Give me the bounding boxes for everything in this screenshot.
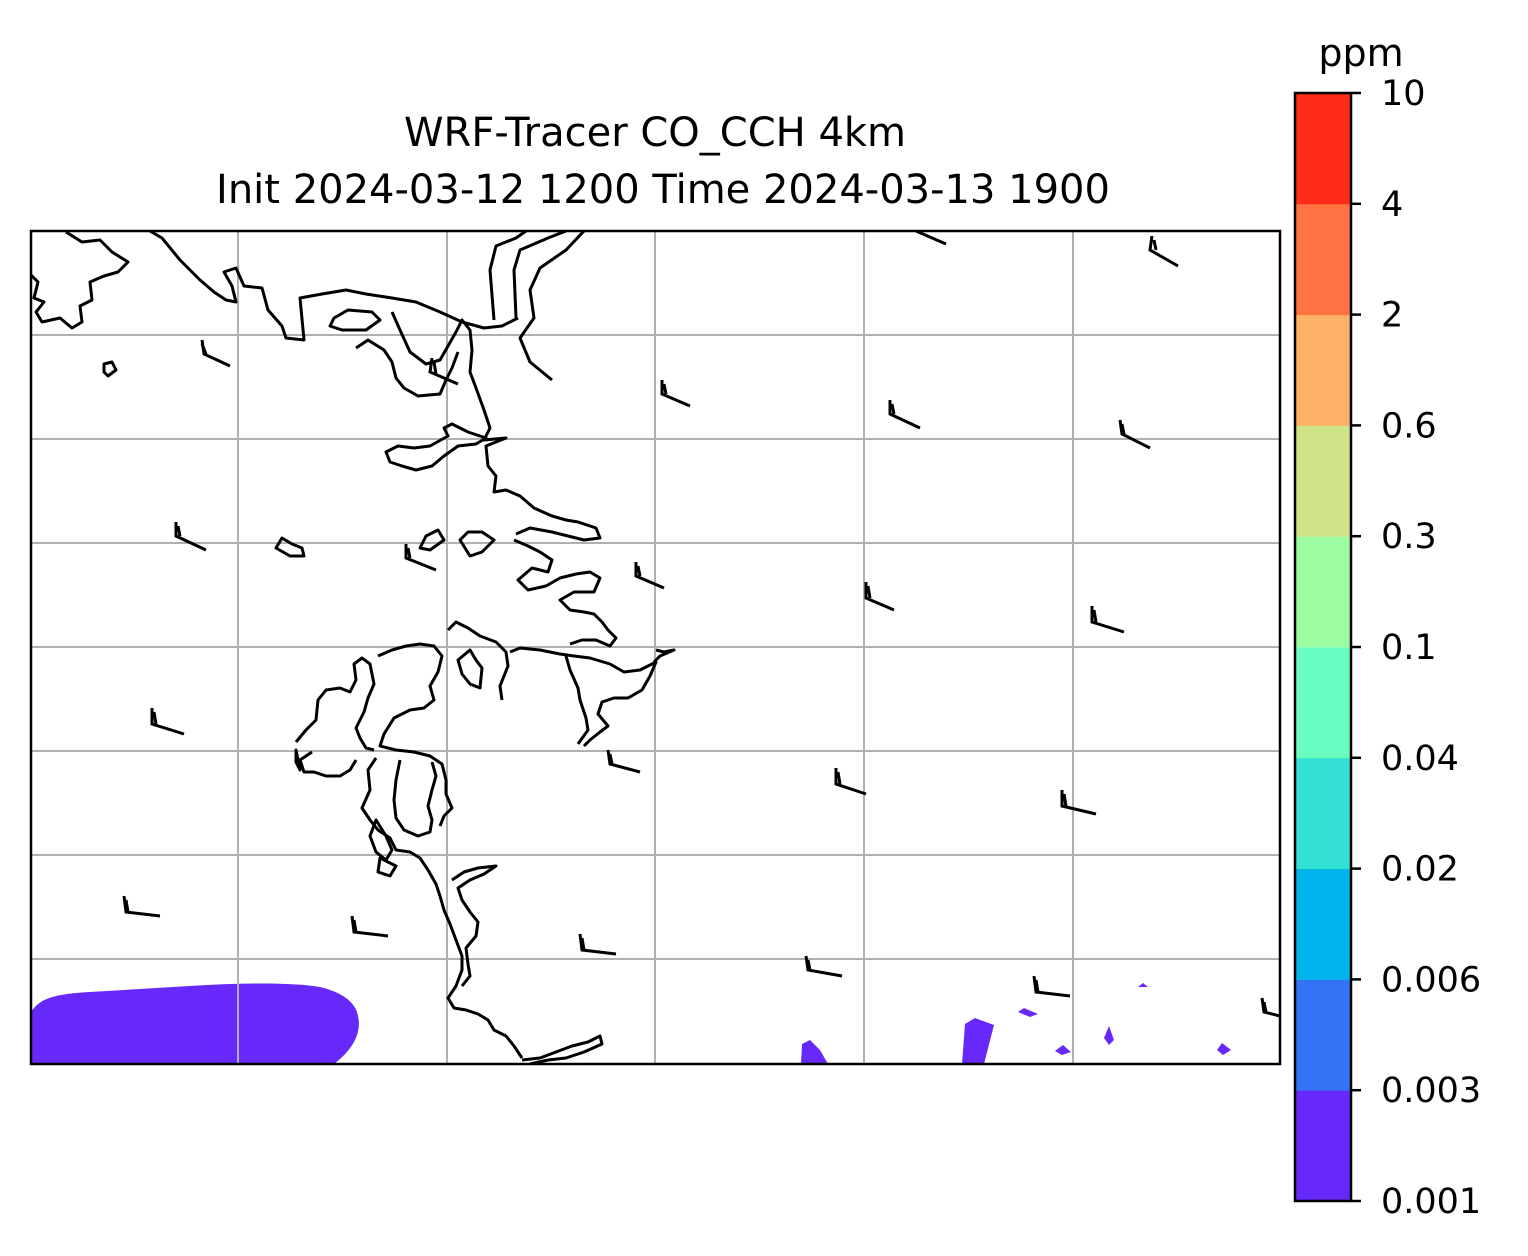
wind-barb [834,768,867,796]
wind-barb [634,562,665,590]
colorbar-band [1295,314,1351,426]
coastline-north-west [31,231,130,330]
colorbar-tick-label: 0.006 [1381,960,1481,1000]
wind-barbs [122,231,1280,1018]
tracer-patch-south-4 [1055,1045,1071,1055]
colorbar-band [1295,203,1351,316]
wind-barb [404,544,437,572]
wind-barb [350,915,389,938]
colorbar: ppm 0.001 0.003 0.006 0.02 0.04 0.1 0.3 0.6 2 4 10 [1293,31,1481,1222]
colorbar-band [1295,425,1351,537]
wind-barb [888,400,921,430]
wind-barb [428,357,459,386]
colorbar-tick-label: 10 [1381,74,1426,114]
coastline-west-shore [355,338,460,398]
tracer-patch-south-5 [1104,1026,1114,1045]
coastline-inlet-loop [328,308,382,332]
colorbar-bands [1295,93,1351,1202]
wind-barb [1148,235,1179,268]
title-line-1: WRF-Tracer CO_CCH 4km [404,110,906,156]
colorbar-tick-label: 0.6 [1381,406,1437,446]
colorbar-band [1295,93,1351,205]
colorbar-band [1295,979,1351,1091]
coastline-south-sound [446,620,658,748]
colorbar-band [1295,536,1351,648]
wind-barb [1118,419,1151,450]
colorbar-tick-label: 0.04 [1381,739,1459,779]
wind-barb [1060,790,1097,816]
wind-barb [1090,606,1125,634]
coastline-river-channel [488,231,586,382]
coastline-inner-inlet [384,422,488,472]
colorbar-band [1295,868,1351,980]
wind-barb [174,522,207,552]
wind-barb [1260,997,1280,1018]
wind-barb [122,895,161,918]
colorbar-tick-label: 0.003 [1381,1071,1481,1111]
colorbar-band [1295,1090,1351,1202]
wind-barb [150,708,185,736]
colorbar-tick-label: 0.3 [1381,517,1437,557]
tracer-patch-southwest [31,983,359,1064]
wind-barb [1032,975,1071,998]
map-frame [29,229,1282,1066]
coastline-south-arm [451,864,498,987]
tracer-patch-south-2 [962,1018,994,1064]
title-line-2: Init 2024-03-12 1200 Time 2024-03-13 190… [216,167,1110,213]
coastline-archipelago [377,642,454,827]
coastline-south-tip [521,1034,604,1064]
wind-barb [578,933,617,956]
colorbar-tick-label: 0.1 [1381,628,1437,668]
coastline-peninsula [513,538,618,648]
map-panel [31,231,1280,1064]
wind-barb [864,582,895,612]
colorbar-band [1295,757,1351,870]
tracer-patch-south-3 [1018,1008,1038,1017]
tracer-patch-south-1 [801,1040,828,1064]
wind-barb [606,749,641,774]
coastline-inlet-east [564,648,676,745]
coastline-channel-islands [368,818,398,878]
colorbar-tick-label: 4 [1381,185,1403,225]
tracer-field [31,983,1231,1064]
colorbar-tick-label: 0.02 [1381,850,1459,890]
wind-barb [200,339,231,368]
wind-barb [915,231,947,246]
wind-barb [804,955,843,978]
tracer-patch-south-7 [1138,983,1148,987]
coastline-central-bay [390,311,602,542]
colorbar-unit: ppm [1318,31,1403,75]
colorbar-tick-label: 0.001 [1381,1182,1481,1222]
coastline-north-fjord [149,231,519,342]
coastline-islands-mid [102,360,496,558]
colorbar-tick-label: 2 [1381,296,1403,336]
tracer-patch-south-6 [1217,1043,1231,1055]
coastline [31,231,676,1064]
colorbar-band [1295,647,1351,759]
gridlines [31,231,1280,1064]
wind-barb [660,380,691,408]
colorbar-ticks: 0.001 0.003 0.006 0.02 0.04 0.1 0.3 0.6 2 4 10 [1351,74,1481,1222]
coastline-west-islands [294,656,376,778]
